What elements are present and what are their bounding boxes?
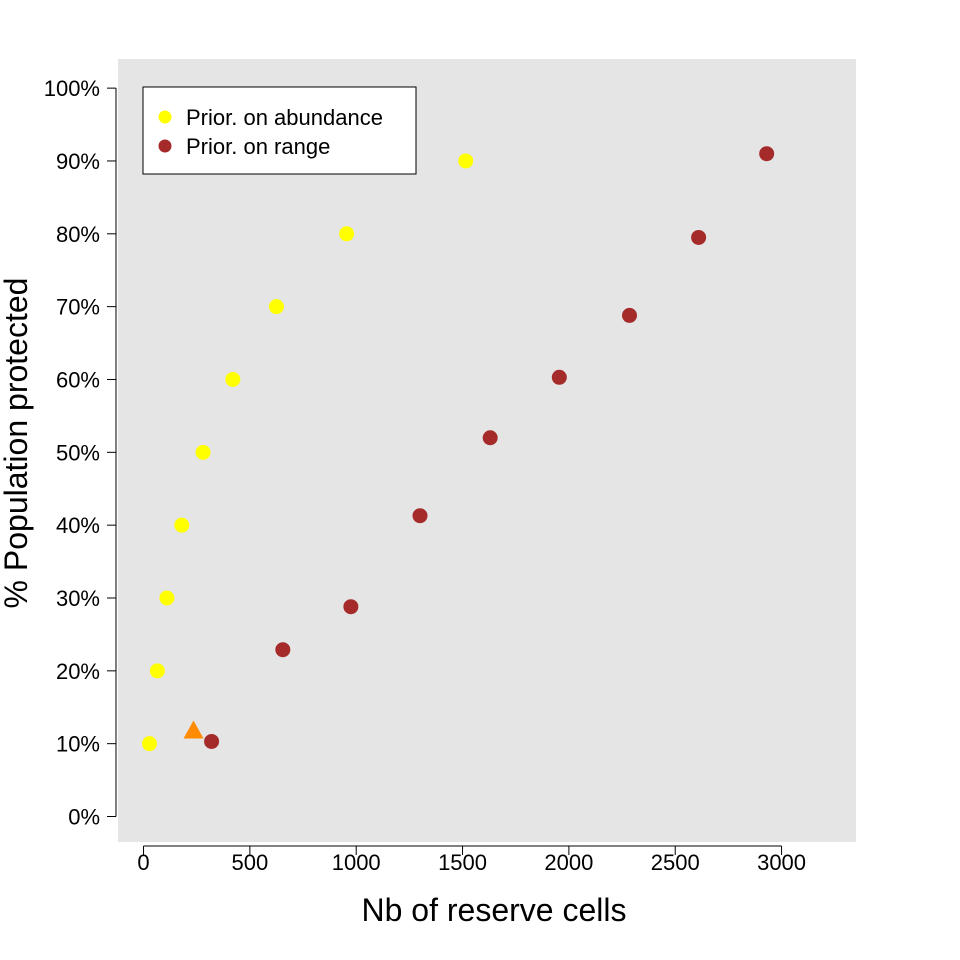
data-point-series-1 <box>621 307 637 323</box>
x-tick-label: 0 <box>137 850 149 875</box>
data-point-series-1 <box>275 642 291 658</box>
legend-label-abundance: Prior. on abundance <box>186 105 383 130</box>
data-point-series-1 <box>204 733 220 749</box>
data-points <box>141 146 775 752</box>
y-tick-label: 40% <box>56 513 100 538</box>
data-point-series-1 <box>759 146 775 162</box>
data-point-series-0 <box>195 444 211 460</box>
data-point-series-1 <box>482 430 498 446</box>
x-tick-label: 500 <box>232 850 269 875</box>
legend-box <box>142 86 417 175</box>
legend-label-range: Prior. on range <box>186 134 330 159</box>
x-tick-label: 1000 <box>332 850 381 875</box>
x-tick-label: 2500 <box>651 850 700 875</box>
y-tick-label: 70% <box>56 295 100 320</box>
x-tick-label: 3000 <box>757 850 806 875</box>
y-tick-label: 100% <box>44 76 100 101</box>
y-tick-label: 60% <box>56 367 100 392</box>
y-axis: 0% 10% 20% 30% 40% 50% 60% 70% 80% 90% 100% <box>44 76 117 830</box>
data-point-series-0 <box>268 299 284 315</box>
data-point-series-1 <box>343 599 359 615</box>
data-point-series-0 <box>225 371 241 387</box>
y-tick-label: 10% <box>56 732 100 757</box>
y-axis-title: % Population protected <box>0 278 34 609</box>
data-point-series-1 <box>551 369 567 385</box>
data-point-triangle <box>183 720 204 739</box>
data-point-series-1 <box>691 229 707 245</box>
x-tick-label: 1500 <box>438 850 487 875</box>
data-point-series-0 <box>159 590 175 606</box>
x-tick-label: 2000 <box>544 850 593 875</box>
data-point-series-0 <box>174 517 190 533</box>
legend-marker-range <box>158 139 172 153</box>
x-axis: 0 500 1000 1500 2000 2500 3000 <box>137 845 806 875</box>
y-tick-label: 30% <box>56 586 100 611</box>
plot-background <box>118 59 856 842</box>
y-tick-label: 80% <box>56 222 100 247</box>
data-point-series-0 <box>339 226 355 242</box>
x-axis-title: Nb of reserve cells <box>362 892 627 928</box>
y-tick-label: 50% <box>56 440 100 465</box>
data-point-series-0 <box>149 663 165 679</box>
legend: Prior. on abundance Prior. on range <box>142 86 417 175</box>
y-tick-label: 90% <box>56 149 100 174</box>
data-point-series-0 <box>141 736 157 752</box>
y-tick-label: 20% <box>56 659 100 684</box>
legend-marker-abundance <box>158 110 172 124</box>
data-point-series-0 <box>458 153 474 169</box>
data-point-series-1 <box>412 508 428 524</box>
y-tick-label: 0% <box>68 805 100 830</box>
